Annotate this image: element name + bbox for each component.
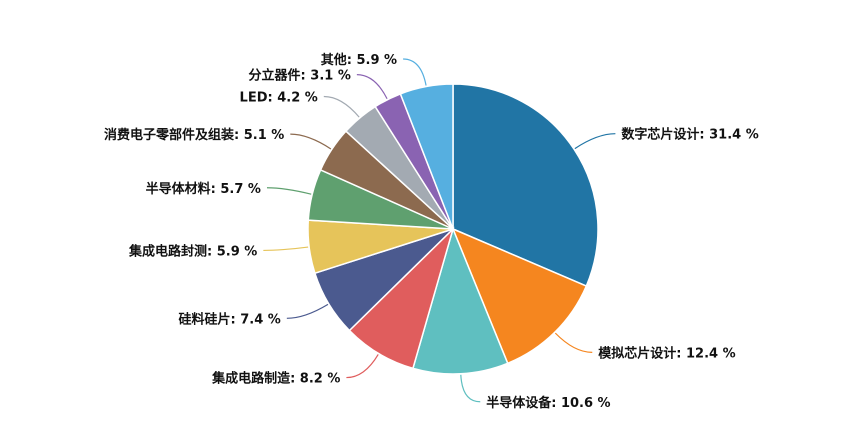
slice-label-2: 半导体设备: 10.6 %	[486, 395, 610, 411]
leader-line-2	[460, 374, 481, 403]
leader-line-5	[263, 246, 309, 252]
slice-label-10: 其他: 5.9 %	[321, 52, 397, 68]
pie-slice-0[interactable]	[452, 83, 599, 287]
pie-slice-10[interactable]	[399, 83, 454, 230]
leader-line-3	[346, 354, 379, 379]
leader-line-10	[403, 58, 427, 86]
leader-line-8	[323, 95, 360, 118]
leader-line-9	[356, 74, 388, 100]
slice-label-3: 集成电路制造: 8.2 %	[211, 371, 340, 387]
slice-label-9: 分立器件: 3.1 %	[249, 68, 351, 84]
slice-label-0: 数字芯片设计: 31.4 %	[621, 127, 758, 143]
leader-line-7	[290, 133, 332, 150]
slice-label-1: 模拟芯片设计: 12.4 %	[598, 345, 735, 361]
slice-label-5: 集成电路封测: 5.9 %	[128, 243, 257, 259]
slice-label-4: 硅料硅片: 7.4 %	[179, 311, 281, 327]
pie-slice-2[interactable]	[412, 226, 509, 375]
leader-line-6	[266, 187, 312, 195]
pie-slice-1[interactable]	[451, 227, 588, 365]
slice-label-8: LED: 4.2 %	[240, 90, 318, 105]
slice-label-7: 消费电子零部件及组装: 5.1 %	[104, 127, 284, 143]
leader-line-0	[574, 133, 616, 150]
slice-label-6: 半导体材料: 5.7 %	[146, 181, 261, 197]
leader-line-1	[554, 332, 593, 353]
leader-line-4	[286, 303, 329, 319]
